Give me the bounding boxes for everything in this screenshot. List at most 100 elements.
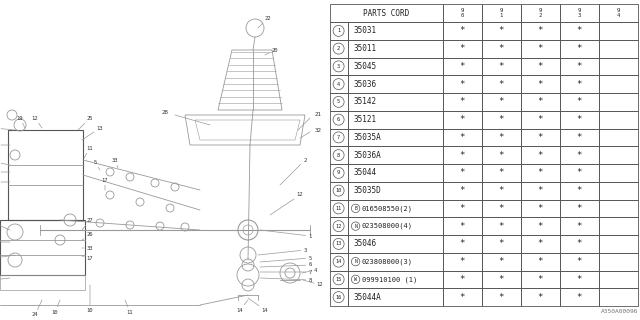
Bar bbox=[482, 111, 521, 129]
Text: *: * bbox=[460, 186, 465, 195]
Text: 11: 11 bbox=[84, 146, 93, 158]
Text: 25: 25 bbox=[78, 116, 93, 130]
Bar bbox=[560, 288, 599, 306]
Text: *: * bbox=[538, 257, 543, 266]
Bar bbox=[599, 40, 638, 58]
Bar bbox=[330, 217, 348, 235]
Text: *: * bbox=[460, 97, 465, 106]
Text: 35035D: 35035D bbox=[354, 186, 381, 195]
Bar bbox=[330, 199, 348, 217]
Bar bbox=[482, 270, 521, 288]
Text: 35044: 35044 bbox=[354, 168, 377, 177]
Text: 4: 4 bbox=[302, 268, 317, 273]
Bar bbox=[348, 93, 443, 111]
Text: 12: 12 bbox=[335, 224, 342, 228]
Bar bbox=[599, 288, 638, 306]
Bar bbox=[521, 146, 560, 164]
Bar bbox=[330, 182, 348, 199]
Bar bbox=[330, 40, 348, 58]
Text: *: * bbox=[499, 151, 504, 160]
Bar bbox=[482, 75, 521, 93]
Text: 4: 4 bbox=[337, 82, 340, 87]
Text: 14: 14 bbox=[335, 259, 342, 264]
Bar bbox=[443, 235, 482, 253]
Text: *: * bbox=[538, 80, 543, 89]
Text: 5: 5 bbox=[337, 100, 340, 104]
Bar bbox=[443, 199, 482, 217]
Bar bbox=[560, 235, 599, 253]
Text: 10: 10 bbox=[52, 300, 60, 315]
Text: *: * bbox=[538, 151, 543, 160]
Text: *: * bbox=[577, 168, 582, 177]
Text: *: * bbox=[499, 80, 504, 89]
Bar bbox=[560, 58, 599, 75]
Text: 10: 10 bbox=[87, 285, 93, 313]
Text: 9: 9 bbox=[0, 255, 15, 260]
Text: *: * bbox=[499, 133, 504, 142]
Text: 6: 6 bbox=[260, 262, 312, 268]
Bar bbox=[482, 164, 521, 182]
Bar bbox=[560, 75, 599, 93]
Bar bbox=[521, 199, 560, 217]
Bar bbox=[443, 93, 482, 111]
Text: *: * bbox=[538, 222, 543, 231]
Text: 35142: 35142 bbox=[354, 97, 377, 106]
Text: 31: 31 bbox=[0, 142, 10, 148]
Text: 7: 7 bbox=[337, 135, 340, 140]
Bar bbox=[599, 22, 638, 40]
Text: *: * bbox=[577, 257, 582, 266]
Bar bbox=[599, 270, 638, 288]
Bar bbox=[599, 164, 638, 182]
Bar bbox=[348, 75, 443, 93]
Text: 5: 5 bbox=[260, 255, 312, 262]
Bar bbox=[560, 253, 599, 270]
Text: 33: 33 bbox=[82, 245, 93, 251]
Bar bbox=[482, 182, 521, 199]
Bar bbox=[348, 22, 443, 40]
Bar bbox=[348, 111, 443, 129]
Bar bbox=[560, 217, 599, 235]
Text: 2: 2 bbox=[337, 46, 340, 51]
Bar bbox=[482, 40, 521, 58]
Text: *: * bbox=[460, 115, 465, 124]
Bar bbox=[330, 58, 348, 75]
Text: *: * bbox=[577, 239, 582, 248]
Text: 5: 5 bbox=[93, 159, 100, 170]
Text: *: * bbox=[577, 275, 582, 284]
Bar bbox=[330, 270, 348, 288]
Text: *: * bbox=[577, 44, 582, 53]
Text: *: * bbox=[499, 62, 504, 71]
Text: *: * bbox=[499, 168, 504, 177]
Text: 35044A: 35044A bbox=[354, 292, 381, 302]
Text: *: * bbox=[499, 222, 504, 231]
Bar bbox=[348, 129, 443, 146]
Text: 23: 23 bbox=[0, 125, 14, 131]
Text: 9
0: 9 0 bbox=[461, 8, 464, 18]
Text: 6: 6 bbox=[337, 117, 340, 122]
Text: *: * bbox=[460, 44, 465, 53]
Bar bbox=[443, 4, 482, 22]
Text: 32: 32 bbox=[314, 127, 321, 132]
Bar bbox=[482, 217, 521, 235]
Bar bbox=[348, 58, 443, 75]
Bar bbox=[443, 288, 482, 306]
Text: 17: 17 bbox=[102, 178, 108, 190]
Bar bbox=[443, 182, 482, 199]
Bar bbox=[482, 22, 521, 40]
Text: 023508000(4): 023508000(4) bbox=[362, 223, 413, 229]
Bar bbox=[521, 58, 560, 75]
Bar bbox=[599, 235, 638, 253]
Text: *: * bbox=[460, 62, 465, 71]
Text: 11: 11 bbox=[335, 206, 342, 211]
Bar bbox=[8, 130, 83, 220]
Text: 8: 8 bbox=[260, 277, 312, 283]
Text: *: * bbox=[577, 115, 582, 124]
Bar bbox=[521, 288, 560, 306]
Text: *: * bbox=[577, 222, 582, 231]
Text: N: N bbox=[354, 259, 357, 264]
Bar bbox=[348, 199, 443, 217]
Bar bbox=[348, 40, 443, 58]
Bar bbox=[330, 235, 348, 253]
Bar bbox=[482, 253, 521, 270]
Text: *: * bbox=[460, 292, 465, 302]
